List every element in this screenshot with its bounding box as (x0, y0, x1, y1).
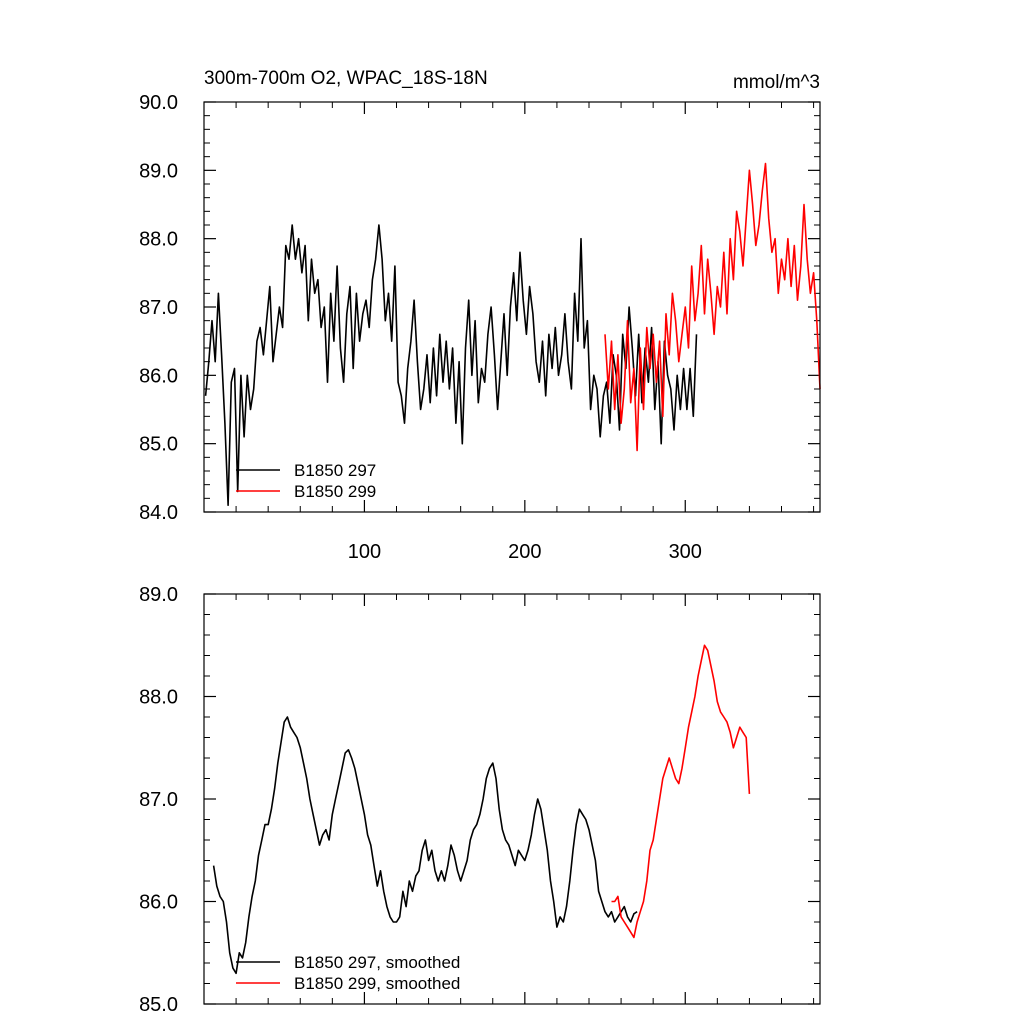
bottom-series-b1850-297-smoothed (212, 716, 638, 975)
bottom-chart-series (212, 644, 751, 975)
top-ytick-label: 87.0 (139, 297, 178, 319)
top-chart-legend: B1850 297 B1850 299 (236, 461, 376, 501)
bottom-ytick-label: 89.0 (139, 584, 178, 606)
top-ytick-label: 88.0 (139, 229, 178, 251)
top-chart-series (204, 162, 821, 506)
bottom-ytick-label: 86.0 (139, 892, 178, 914)
top-ytick-label: 86.0 (139, 365, 178, 387)
top-ytick-label: 90.0 (139, 92, 178, 114)
bottom-chart: 85.0 86.0 87.0 88.0 89.0 B1850 297, smoothed… (139, 584, 821, 1016)
bottom-chart-plot-frame (203, 593, 821, 1005)
bottom-series-b1850-299-smoothed (611, 644, 751, 939)
top-chart-ticks: 84.0 85.0 86.0 87.0 88.0 89.0 90.0 100 200 300 (139, 92, 820, 563)
top-series-b1850-299 (604, 162, 821, 452)
top-xtick-label: 300 (669, 541, 702, 563)
legend-label-b1850-297-smoothed: B1850 297, smoothed (294, 953, 460, 972)
bottom-chart-legend: B1850 297, smoothed B1850 299, smoothed (236, 953, 460, 993)
bottom-ytick-label: 88.0 (139, 687, 178, 709)
bottom-ytick-label: 85.0 (139, 994, 178, 1016)
top-chart: 300m-700m O2, WPAC_18S-18N mmol/m^3 84.0… (139, 68, 821, 563)
top-xtick-label: 200 (508, 541, 541, 563)
top-chart-title: 300m-700m O2, WPAC_18S-18N (204, 68, 488, 89)
top-ytick-label: 89.0 (139, 160, 178, 182)
top-chart-plot-frame (203, 101, 821, 513)
bottom-ytick-label: 87.0 (139, 789, 178, 811)
top-ytick-label: 85.0 (139, 434, 178, 456)
top-ytick-label: 84.0 (139, 502, 178, 524)
legend-label-b1850-297: B1850 297 (294, 461, 376, 480)
top-chart-units: mmol/m^3 (733, 72, 820, 93)
bottom-chart-ticks: 85.0 86.0 87.0 88.0 89.0 (139, 584, 820, 1016)
legend-label-b1850-299: B1850 299 (294, 482, 376, 501)
top-xtick-label: 100 (348, 541, 381, 563)
top-series-b1850-297 (204, 224, 698, 506)
legend-label-b1850-299-smoothed: B1850 299, smoothed (294, 974, 460, 993)
